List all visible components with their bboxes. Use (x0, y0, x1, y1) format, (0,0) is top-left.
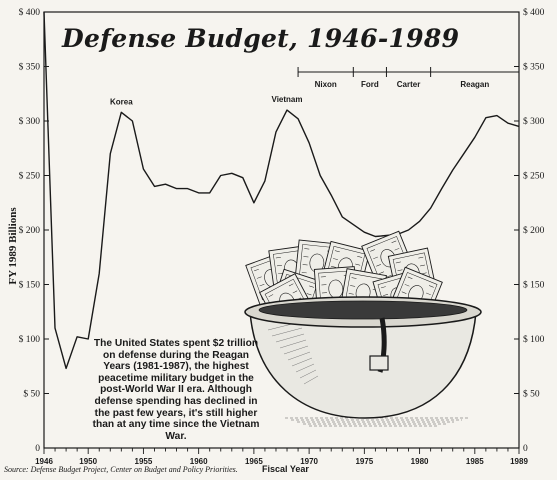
bill-engraving (350, 285, 356, 287)
y-tick-label-left: $ 300 (19, 116, 41, 127)
bill-engraving (276, 264, 282, 267)
annotation-label: Korea (110, 97, 133, 106)
bill-engraving (380, 286, 386, 289)
helmet-shading (291, 357, 313, 367)
bill-engraving (383, 294, 389, 296)
bill-engraving (348, 293, 354, 295)
helmet-money-illustration (244, 230, 482, 427)
y-tick-label-left: 0 (35, 444, 40, 454)
strap-buckle (369, 355, 389, 371)
helmet-opening (258, 300, 468, 320)
bill-engraving (373, 256, 378, 260)
bill-engraving (301, 272, 307, 274)
chart-title: Defense Budget, 1946-1989 (62, 24, 460, 53)
y-tick-label-right: $ 100 (523, 334, 545, 345)
bill-engraving (404, 284, 410, 287)
y-tick-label-left: $ 250 (19, 171, 41, 182)
helmet-dome (249, 311, 477, 419)
helmet-shading (287, 351, 311, 361)
era-label: Carter (397, 80, 421, 89)
bill-engraving (278, 272, 284, 275)
bill-engraving (351, 277, 357, 279)
x-tick-label: 1985 (466, 457, 484, 466)
bill-engraving (268, 294, 274, 298)
bill-engraving (395, 261, 401, 264)
bill-engraving (302, 264, 308, 266)
bill-engraving (419, 264, 425, 267)
x-tick-label: 1989 (510, 457, 528, 466)
y-tick-label-right: $ 250 (523, 171, 545, 182)
y-tick-label-left: $ 200 (19, 225, 41, 236)
bill-engraving (357, 255, 363, 258)
bill-engraving (426, 292, 431, 296)
bill-engraving (370, 249, 375, 252)
bill-engraving (256, 276, 262, 279)
era-label: Ford (361, 80, 379, 89)
bill-engraving (391, 240, 397, 244)
helmet-shading (283, 345, 309, 355)
bill-engraving (379, 271, 384, 274)
x-tick-label: 1960 (190, 457, 208, 466)
bill-engraving (401, 291, 407, 294)
bill-engraving (309, 285, 315, 288)
x-tick-label: 1965 (245, 457, 263, 466)
bill-engraving (397, 269, 403, 272)
y-tick-label-right: $ 50 (523, 389, 540, 400)
bill-engraving (259, 283, 265, 287)
bill-engraving (306, 293, 312, 296)
bill-engraving (292, 290, 298, 294)
chart-blurb: The United States spent $2 trillion on d… (92, 338, 260, 442)
y-tick-label-left: $ 100 (19, 334, 41, 345)
bill-engraving (303, 256, 309, 258)
y-tick-label-right: $ 400 (523, 7, 545, 18)
era-label: Reagan (460, 80, 489, 89)
y-tick-label-left: $ 400 (19, 7, 41, 18)
y-tick-label-right: $ 350 (523, 62, 545, 73)
helmet-shading (271, 327, 303, 337)
helmet-shading (275, 333, 305, 343)
x-tick-label: 1946 (35, 457, 53, 466)
y-tick-label-left: $ 150 (19, 280, 41, 291)
bill-engraving (394, 248, 400, 251)
x-tick-label: 1955 (135, 457, 153, 466)
y-tick-label-left: $ 50 (23, 389, 40, 400)
bill-engraving (376, 264, 381, 267)
series-line-defense-spending (43, 11, 520, 370)
bill-engraving (330, 265, 336, 268)
bill-engraving (332, 258, 338, 260)
annotation-label: Vietnam (272, 95, 303, 104)
bill-engraving (429, 285, 434, 288)
helmet-shading (279, 339, 307, 349)
y-tick-label-left: $ 350 (19, 62, 41, 73)
bill-engraving (288, 283, 294, 287)
x-tick-label: 1980 (411, 457, 429, 466)
helmet-shading (299, 369, 317, 379)
x-tick-label: 1970 (300, 457, 318, 466)
x-tick-label: 1975 (355, 457, 373, 466)
bill-engraving (407, 276, 413, 280)
era-label: Nixon (315, 80, 337, 89)
y-tick-label-right: $ 150 (523, 280, 545, 291)
helmet-shading (295, 363, 315, 373)
source-note: Source: Defense Budget Project, Center o… (4, 465, 238, 474)
bill-engraving (304, 248, 310, 250)
bill-engraving (421, 272, 427, 275)
bill-engraving (254, 268, 259, 272)
bill-engraving (418, 256, 424, 259)
bill-engraving (334, 250, 340, 253)
y-axis-title: FY 1989 Billions (7, 207, 19, 285)
bill-engraving (355, 263, 361, 266)
x-tick-label: 1950 (79, 457, 97, 466)
bill-engraving (275, 257, 281, 259)
x-axis-title: Fiscal Year (262, 464, 309, 474)
helmet-shading (303, 375, 319, 385)
y-tick-label-right: 0 (523, 444, 528, 454)
y-tick-label-right: $ 200 (523, 225, 545, 236)
y-tick-label-right: $ 300 (523, 116, 545, 127)
